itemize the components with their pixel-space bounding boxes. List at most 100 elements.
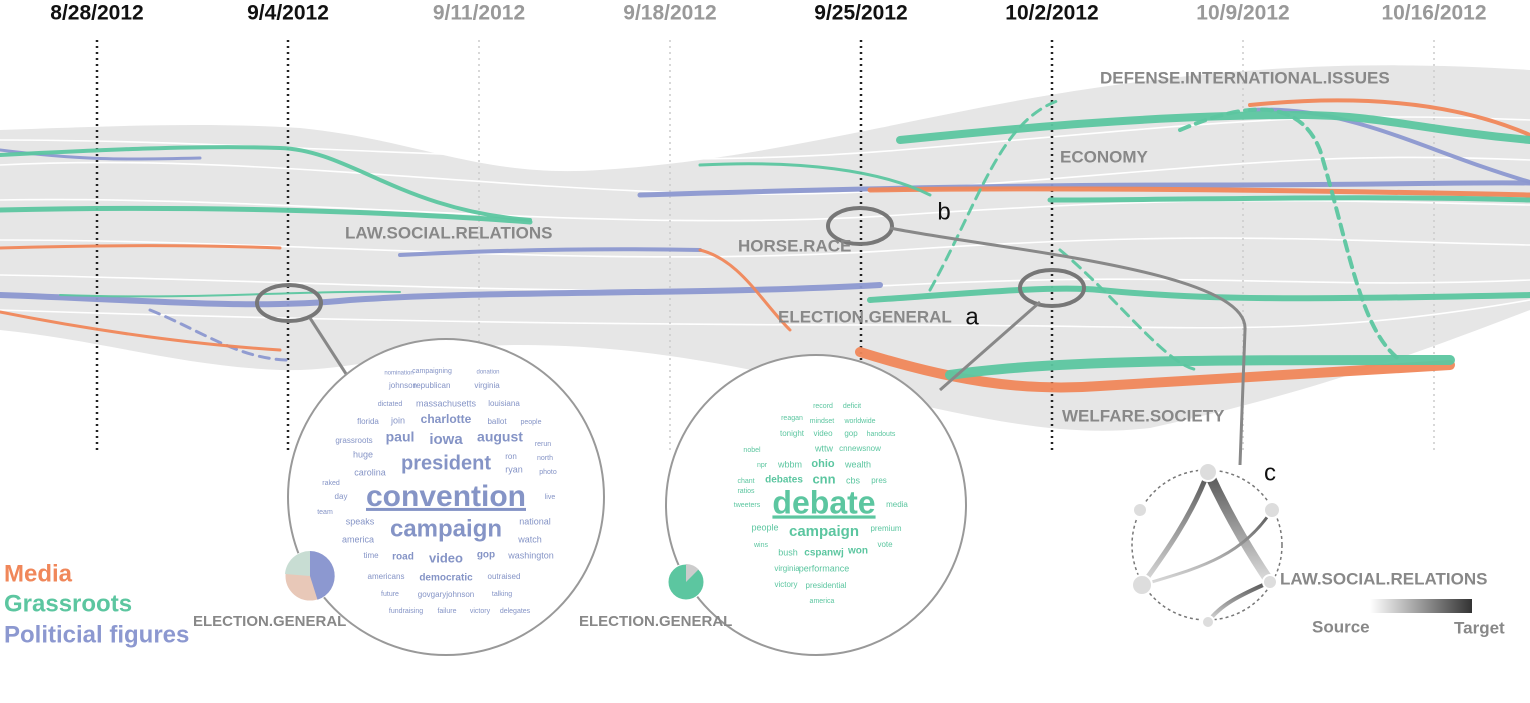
cloud-word: deficit xyxy=(843,403,861,410)
glyph-node xyxy=(1201,615,1215,629)
cloud-word: republican xyxy=(414,381,451,390)
cloud-word: victory xyxy=(774,580,797,589)
cloud-word: premium xyxy=(870,524,901,533)
cloud-word: npr xyxy=(757,462,768,469)
cloud-word: ballot xyxy=(487,417,507,426)
glyph-node xyxy=(1262,574,1278,590)
stream xyxy=(1248,107,1530,184)
cloud-word: cnn xyxy=(812,471,835,486)
gradient-legend xyxy=(1370,599,1472,613)
stream xyxy=(148,308,292,362)
cloud-word: national xyxy=(519,516,551,526)
stream xyxy=(0,145,532,222)
date-label: 10/2/2012 xyxy=(1005,2,1098,25)
cloud-word: media xyxy=(886,500,908,509)
cloud-word: wins xyxy=(753,542,769,549)
cloud-word: wttw xyxy=(814,443,834,453)
cloud-word: campaign xyxy=(390,515,502,542)
cloud-word: road xyxy=(392,552,414,563)
stream xyxy=(0,205,533,225)
glyph-edge xyxy=(1206,580,1271,624)
cloud-word: people xyxy=(520,419,541,426)
cloud-word: ryan xyxy=(505,464,523,474)
gradient-source: Source xyxy=(1312,617,1370,636)
cloud-word: grassroots xyxy=(335,436,372,445)
cloud-circle xyxy=(665,354,967,656)
cloud-word: campaign xyxy=(789,523,859,540)
cloud-word: speaks xyxy=(346,516,375,526)
cloud-word: photo xyxy=(539,469,557,476)
stream xyxy=(698,162,932,197)
cloud-word: bush xyxy=(778,547,798,557)
cloud-word: victory xyxy=(470,608,491,615)
cloud-word: august xyxy=(477,429,523,445)
stream xyxy=(0,310,282,352)
cloud-word: florida xyxy=(357,417,379,426)
stream xyxy=(1047,195,1530,203)
date-label: 9/25/2012 xyxy=(814,2,907,25)
glyph-node xyxy=(1198,462,1218,482)
cloud-word: delegates xyxy=(500,608,531,615)
topic-label: WELFARE.SOCIETY xyxy=(1062,406,1225,425)
cloud-word: cbs xyxy=(846,475,861,485)
annotation: c xyxy=(1264,459,1276,486)
cloud-word: raked xyxy=(322,480,340,487)
cloud-circle xyxy=(287,338,605,656)
cloud-word: louisiana xyxy=(488,399,520,408)
cloud-word: wbbm xyxy=(777,459,802,469)
date-label: 9/18/2012 xyxy=(623,2,716,25)
stream xyxy=(1058,248,1202,372)
date-label: 9/4/2012 xyxy=(247,2,329,25)
cloud-word: nobel xyxy=(743,447,761,454)
date-label: 9/11/2012 xyxy=(433,2,525,25)
cloud-word: mindset xyxy=(810,418,835,425)
cloud-word: live xyxy=(545,494,556,501)
cloud-word: presidential xyxy=(806,581,847,590)
cloud-word: wealth xyxy=(844,459,871,469)
cloud-word: donation xyxy=(476,370,499,376)
cloud-word: ohio xyxy=(811,458,834,470)
cloud-word: ron xyxy=(505,452,517,461)
stream xyxy=(0,244,282,250)
separator xyxy=(0,237,1530,258)
pie-slice xyxy=(285,550,310,576)
cloud-word: govgaryjohnson xyxy=(418,590,474,599)
cloud-word: record xyxy=(813,403,833,410)
stream xyxy=(867,285,1530,303)
cloud-word: tweeters xyxy=(734,502,761,509)
separator xyxy=(0,198,1530,222)
glyph-node xyxy=(1263,501,1281,519)
cloud-word: virginia xyxy=(774,564,800,573)
cloud-word: reagan xyxy=(781,415,803,422)
cloud-word: watch xyxy=(517,534,542,544)
cloud-word: cspanwj xyxy=(804,548,844,559)
cloud-word: johnson xyxy=(388,381,417,390)
cloud-word: dictated xyxy=(378,401,403,408)
stream xyxy=(928,98,1062,292)
cloud-word: vote xyxy=(877,540,893,549)
cloud-word: won xyxy=(847,546,868,557)
cloud-word: outraised xyxy=(488,572,521,581)
cloud-word: team xyxy=(317,509,333,516)
cloud-word: failure xyxy=(437,608,456,615)
glyph-node xyxy=(1131,574,1153,596)
cloud-word: performance xyxy=(799,563,850,573)
cloud-word: gop xyxy=(477,550,495,561)
cloud-word: americans xyxy=(368,572,405,581)
cloud-word: join xyxy=(390,415,405,425)
topic-label: HORSE.RACE xyxy=(738,236,851,255)
cloud-word: video xyxy=(429,550,463,565)
cloud-word: america xyxy=(810,598,835,605)
glyph-edge xyxy=(1141,509,1274,587)
cloud-word: north xyxy=(537,455,553,462)
stream xyxy=(0,282,883,308)
stream xyxy=(1178,107,1402,362)
cloud-word: day xyxy=(335,492,348,501)
cloud-word: debate xyxy=(772,484,875,520)
cloud-word: tonight xyxy=(780,429,805,438)
connector xyxy=(308,317,352,381)
cloud-word: gop xyxy=(844,429,858,438)
annotation: a xyxy=(965,303,979,330)
cloud-word: video xyxy=(813,429,833,438)
